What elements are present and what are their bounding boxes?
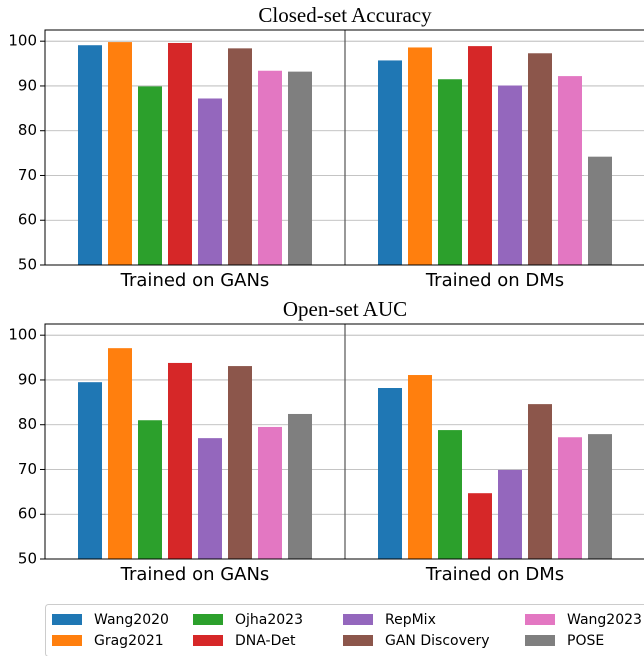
bar bbox=[588, 156, 612, 265]
bar bbox=[168, 42, 192, 265]
bar bbox=[558, 437, 582, 559]
x-tick-label: Trained on GANs bbox=[120, 564, 270, 585]
y-tick-label: 60 bbox=[18, 505, 37, 523]
legend-swatch bbox=[343, 635, 373, 646]
legend-label: Wang2023 bbox=[567, 612, 642, 628]
legend-swatch bbox=[52, 635, 82, 646]
bar bbox=[408, 375, 432, 559]
legend-swatch bbox=[52, 614, 82, 625]
bar bbox=[258, 426, 282, 559]
y-tick-label: 100 bbox=[8, 326, 37, 344]
bar bbox=[78, 382, 102, 559]
y-tick-label: 50 bbox=[18, 550, 37, 568]
chart-title: Closed-set Accuracy bbox=[258, 3, 432, 27]
bar bbox=[288, 413, 312, 559]
legend-swatch bbox=[343, 614, 373, 625]
bar bbox=[138, 420, 162, 559]
legend-swatch bbox=[193, 614, 223, 625]
bar bbox=[228, 366, 252, 559]
legend-label: Wang2020 bbox=[94, 612, 169, 628]
legend-label: Ojha2023 bbox=[235, 612, 303, 628]
bar bbox=[78, 45, 102, 265]
bar bbox=[588, 434, 612, 559]
bar bbox=[378, 388, 402, 559]
bar bbox=[528, 404, 552, 559]
bar bbox=[108, 348, 132, 559]
bar bbox=[408, 47, 432, 266]
bar bbox=[528, 53, 552, 266]
y-tick-label: 60 bbox=[18, 211, 37, 229]
bar bbox=[498, 85, 522, 265]
legend-swatch bbox=[525, 635, 555, 646]
axes-frame bbox=[44, 323, 644, 560]
bar bbox=[558, 76, 582, 265]
bar bbox=[198, 98, 222, 265]
bar bbox=[168, 362, 192, 559]
chart-title: Open-set AUC bbox=[283, 297, 407, 321]
legend-label: POSE bbox=[567, 633, 604, 649]
legend-label: GAN Discovery bbox=[385, 633, 490, 649]
bar bbox=[438, 79, 462, 265]
x-tick-label: Trained on DMs bbox=[425, 564, 564, 585]
y-tick-label: 80 bbox=[18, 415, 37, 433]
legend-swatch bbox=[193, 635, 223, 646]
y-tick-label: 70 bbox=[18, 460, 37, 478]
legend-label: DNA-Det bbox=[235, 633, 296, 649]
legend-label: Grag2021 bbox=[94, 633, 164, 649]
x-tick-label: Trained on DMs bbox=[425, 270, 564, 291]
bar bbox=[378, 60, 402, 265]
y-tick-label: 90 bbox=[18, 370, 37, 388]
bar bbox=[468, 46, 492, 265]
axes-frame bbox=[44, 29, 644, 266]
legend-swatch bbox=[525, 614, 555, 625]
bar bbox=[108, 42, 132, 266]
bar bbox=[258, 70, 282, 265]
bar bbox=[228, 48, 252, 265]
x-tick-label: Trained on GANs bbox=[120, 270, 270, 291]
bar bbox=[438, 430, 462, 559]
y-tick-label: 100 bbox=[8, 32, 37, 50]
y-tick-label: 80 bbox=[18, 121, 37, 139]
legend-label: RepMix bbox=[385, 612, 436, 628]
bar bbox=[138, 86, 162, 266]
y-tick-label: 90 bbox=[18, 76, 37, 94]
y-tick-label: 70 bbox=[18, 166, 37, 184]
bar bbox=[468, 493, 492, 559]
bar bbox=[288, 71, 312, 265]
bar bbox=[498, 469, 522, 559]
bar bbox=[198, 438, 222, 559]
y-tick-label: 50 bbox=[18, 256, 37, 274]
